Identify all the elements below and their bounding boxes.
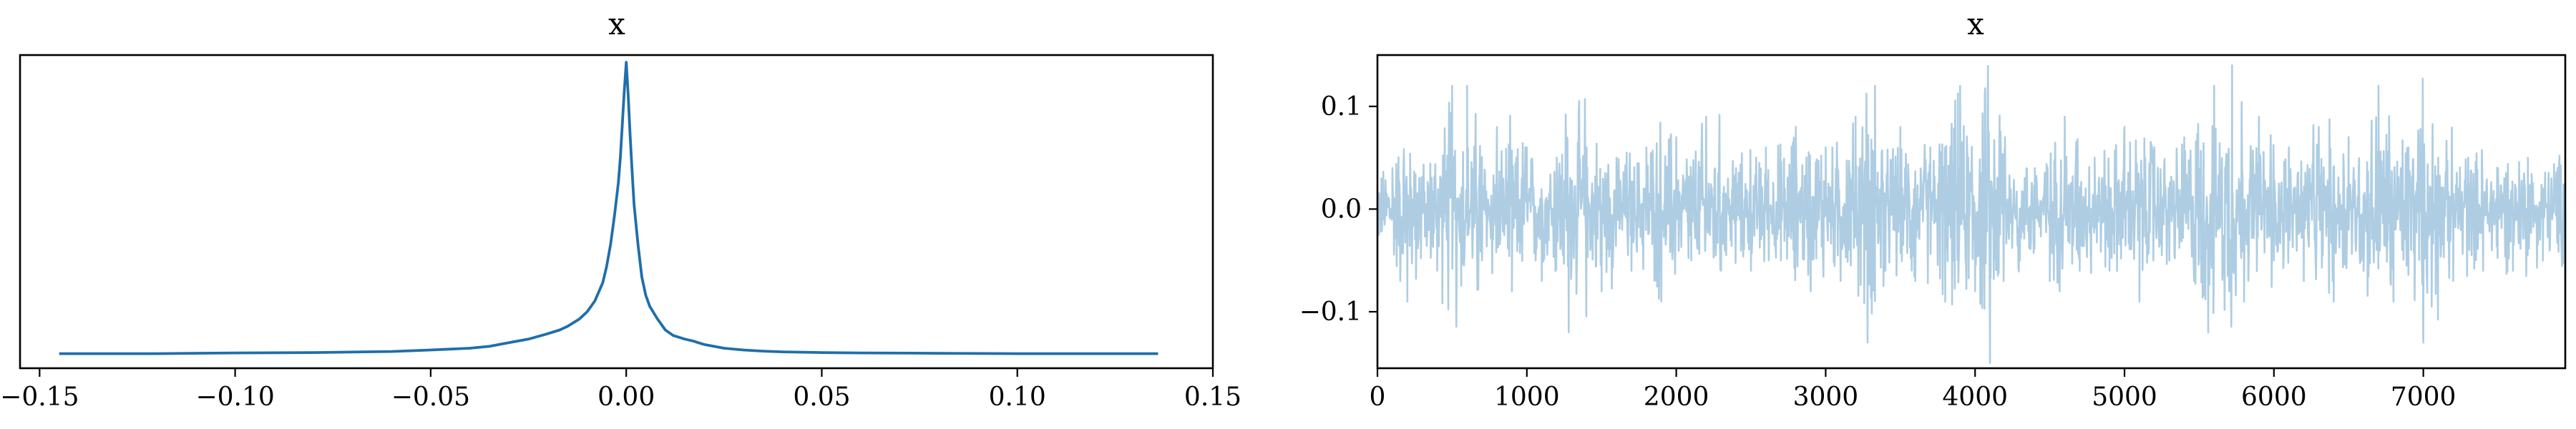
- trace-plot-y-axis: 0.1 0.0 −0.1: [1299, 92, 1377, 327]
- x-tick-label: 6000: [2241, 383, 2307, 412]
- trace-plot-title: x: [1967, 6, 1984, 41]
- y-tick-label: 0.1: [1321, 92, 1362, 122]
- x-tick-label: 0.15: [1184, 383, 1241, 412]
- x-tick-label: 0.10: [989, 383, 1046, 412]
- density-plot-panel: x −0.15 −0.10 −0.05 0.00 0.05 0.10 0.15: [0, 6, 1241, 412]
- trace-series-line: [1376, 64, 2567, 365]
- density-plot-x-axis: −0.15 −0.10 −0.05 0.00 0.05 0.10 0.15: [0, 368, 1241, 412]
- density-plot-title: x: [608, 6, 625, 41]
- x-tick-label: 7000: [2391, 383, 2457, 412]
- x-tick-label: 0.05: [793, 383, 850, 412]
- x-tick-label: 1000: [1494, 383, 1560, 412]
- x-tick-label: −0.15: [0, 383, 79, 412]
- density-series-line: [59, 61, 1158, 355]
- x-tick-label: 5000: [2092, 383, 2157, 412]
- x-tick-label: −0.05: [391, 383, 470, 412]
- density-plot-lines: [59, 61, 1158, 355]
- x-tick-label: −0.10: [195, 383, 274, 412]
- trace-plot-x-axis: 0 1000 2000 3000 4000 5000 6000 7000: [1370, 368, 2457, 412]
- x-tick-label: 3000: [1793, 383, 1859, 412]
- trace-plot-panel: x 0 1000 2000 3000 4000 5000 6000 7000 0.1 0.0 −0…: [1299, 6, 2567, 412]
- x-tick-label: 0.00: [597, 383, 655, 412]
- trace-plot-frame: [1376, 54, 2567, 370]
- trace-plot-lines: [1376, 64, 2567, 365]
- y-tick-label: −0.1: [1299, 297, 1362, 327]
- x-tick-label: 4000: [1942, 383, 2008, 412]
- y-tick-label: 0.0: [1321, 194, 1362, 224]
- x-tick-label: 2000: [1644, 383, 1709, 412]
- x-tick-label: 0: [1370, 383, 1386, 412]
- density-plot-frame: [19, 54, 1214, 370]
